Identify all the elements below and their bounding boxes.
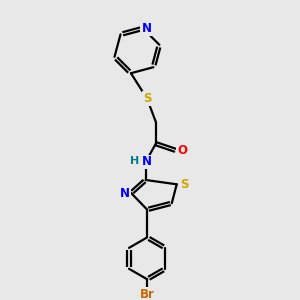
Text: O: O [177, 144, 187, 157]
Text: N: N [141, 22, 152, 35]
Text: Br: Br [140, 288, 154, 300]
Text: N: N [142, 155, 152, 169]
Text: H: H [130, 155, 139, 166]
Text: S: S [180, 178, 188, 191]
Text: N: N [120, 187, 130, 200]
Text: S: S [143, 92, 151, 105]
